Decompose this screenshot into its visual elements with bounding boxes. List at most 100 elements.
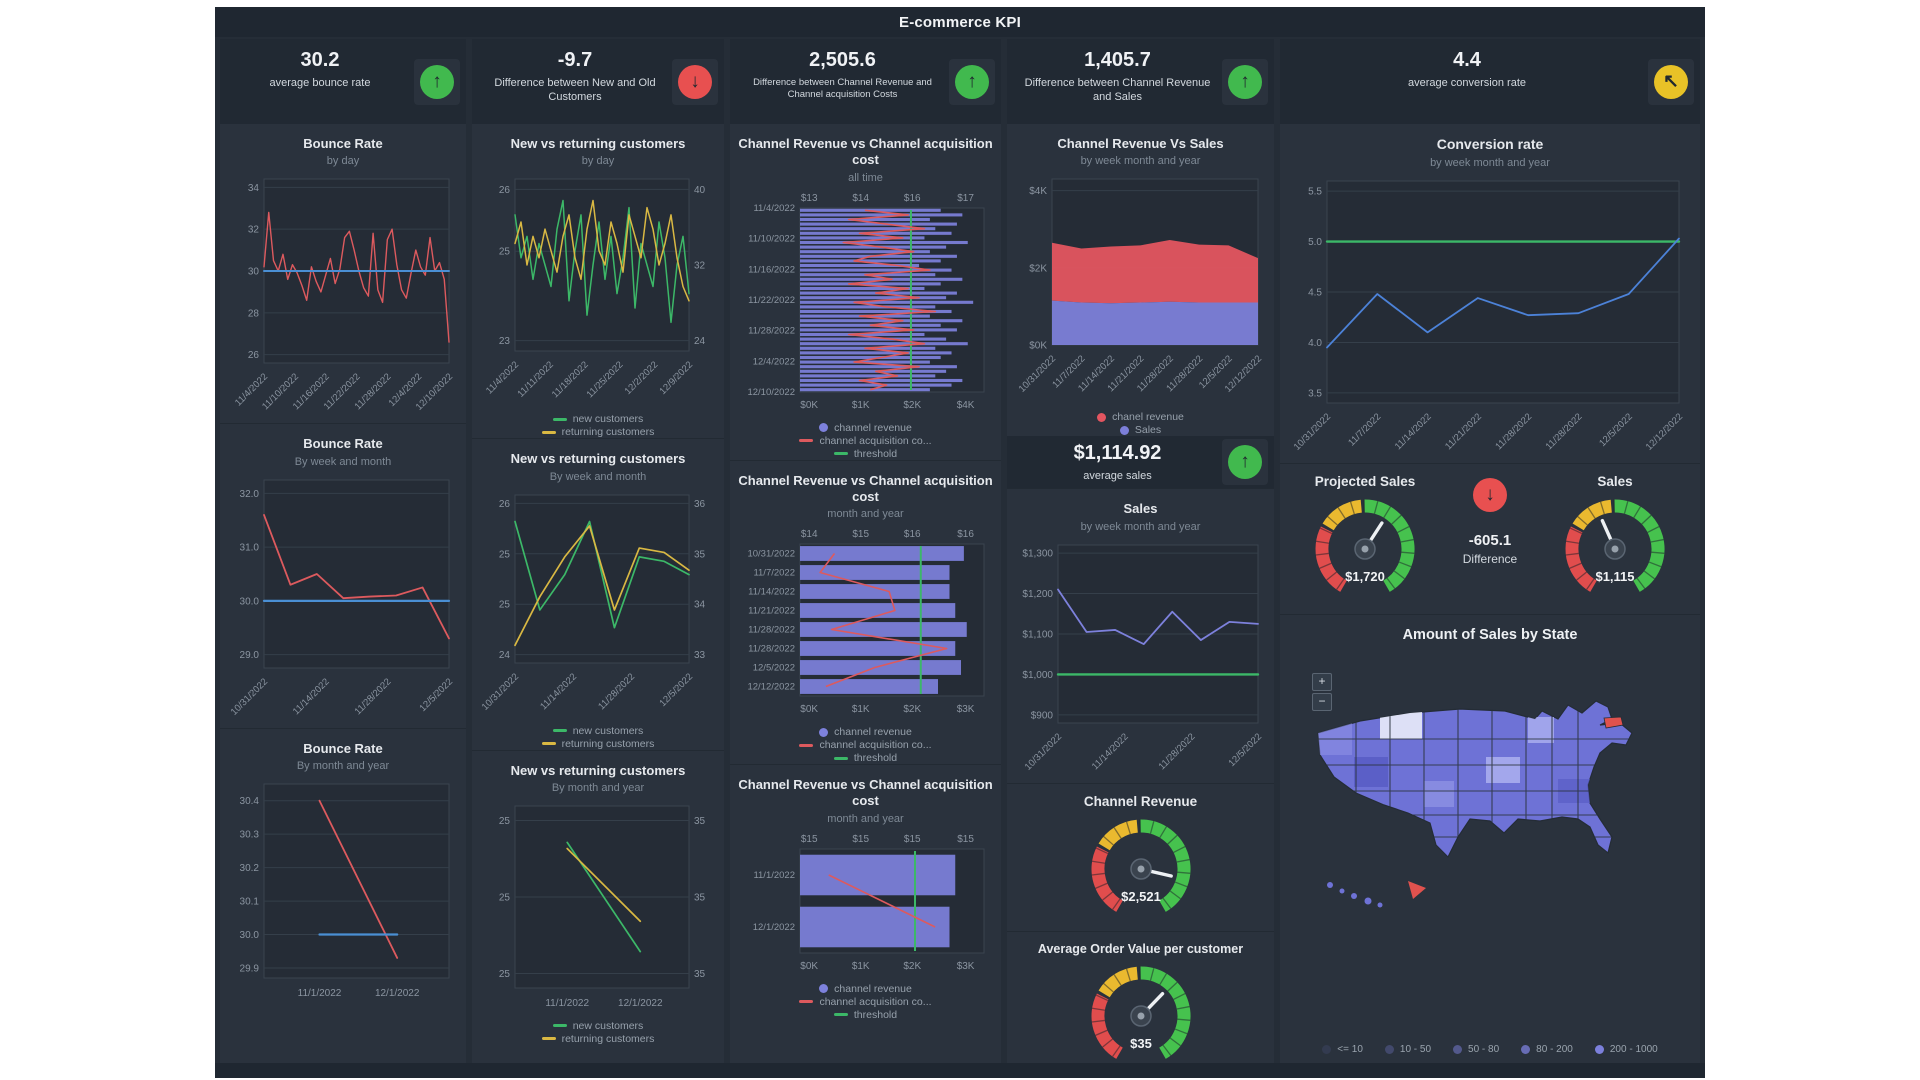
chart-title: New vs returning customers — [510, 136, 686, 151]
legend-swatch — [552, 729, 567, 732]
map-pointer — [1408, 880, 1426, 899]
channel-month-chart[interactable]: $14 $15 $16 $16 $0K $1K $2K $3K 10/31/2022 11/7/2… — [738, 524, 994, 724]
chart-legend: chanel revenue Sales — [1007, 411, 1274, 436]
kpi-bounce-rate: 30.2 average bounce rate ↑ — [220, 39, 466, 124]
column-bounce-rate: 30.2 average bounce rate ↑ Bounce Rate b… — [220, 39, 466, 1063]
kpi-icon-tile: ↑ — [1222, 439, 1268, 486]
map-legend-item[interactable]: 80 - 200 — [1521, 1044, 1573, 1055]
projected-sales-gauge[interactable]: $1,720 — [1290, 491, 1440, 611]
legend-item[interactable]: channel acquisition co... — [799, 739, 932, 751]
kpi-value: $1,114.92 — [1073, 442, 1162, 465]
legend-swatch — [1097, 412, 1107, 422]
zoom-out-button[interactable]: − — [1312, 692, 1332, 711]
bounce-week-chart[interactable]: 32.0 31.0 30.0 29.0 10/31/2022 11/14/2022 11/2… — [226, 472, 461, 728]
legend-item[interactable]: Sales — [1119, 424, 1161, 436]
legend-item[interactable]: chanel revenue — [1097, 411, 1184, 423]
arrow-down-icon: ↓ — [678, 64, 712, 99]
map-legend-item[interactable]: 10 - 50 — [1384, 1044, 1431, 1055]
channel-revenue-gauge[interactable]: $2,521 — [1066, 811, 1216, 931]
svg-text:$1,115: $1,115 — [1595, 569, 1634, 584]
svg-text:26: 26 — [499, 498, 511, 509]
chart-title: Bounce Rate — [303, 136, 383, 151]
svg-text:30: 30 — [247, 267, 259, 278]
legend-item[interactable]: threshold — [833, 752, 897, 764]
legend-item[interactable]: new customers — [552, 1020, 643, 1032]
legend-label: returning customers — [561, 1032, 655, 1045]
svg-text:11/1/2022: 11/1/2022 — [545, 998, 589, 1009]
kpi-new-vs-old: -9.7 Difference between New and Old Cust… — [472, 39, 724, 124]
chart-canvas: $13 $14 $16 $17 $0K $1K $2K $4K 11/4/2022 11/10/2… — [747, 193, 984, 411]
legend-item[interactable]: returning customers — [541, 426, 654, 438]
card-customers-week: New vs returning customers By week and m… — [472, 438, 724, 750]
highlighted-state-red — [1603, 716, 1624, 728]
card-channel-year: Channel Revenue vs Channel acquisition c… — [730, 764, 1001, 1021]
bounce-day-chart[interactable]: 34 32 30 28 26 11/4/2022 11/10/2022 11/16/2022 1… — [226, 171, 461, 423]
legend-label: channel acquisition co... — [819, 995, 932, 1008]
legend-item[interactable]: new customers — [552, 413, 643, 425]
legend-item[interactable]: threshold — [833, 448, 897, 460]
chart-subtitle: month and year — [827, 508, 904, 520]
customers-month-chart[interactable]: 25 25 25 35 35 35 11/1/2022 12/1/2022 — [477, 798, 719, 1018]
channel-alltime-chart[interactable]: $13 $14 $16 $17 $0K $1K $2K $4K 11/4/2022 11/10/2… — [738, 188, 994, 420]
svg-text:29.0: 29.0 — [239, 650, 259, 661]
svg-text:29.9: 29.9 — [239, 963, 259, 974]
kpi-icon-tile: ↖ — [1648, 58, 1694, 105]
card-conversion: Conversion rate by week month and year 5… — [1280, 124, 1700, 463]
revenue-vs-sales-chart[interactable]: $4K $2K $0K 10/31/2022 11/7/2022 11/14/2022 11… — [1012, 171, 1270, 409]
customers-day-chart[interactable]: 26 25 23 40 32 24 11/4/2022 11/11/2022 11/18/202… — [477, 171, 719, 411]
chart-title: Sales — [1123, 501, 1158, 517]
legend-item[interactable]: returning customers — [541, 738, 654, 750]
gauge-title: Projected Sales — [1314, 473, 1416, 489]
legend-item[interactable]: channel acquisition co... — [799, 995, 932, 1008]
legend-label: channel revenue — [834, 726, 912, 738]
chart-canvas: 32.0 31.0 30.0 29.0 10/31/2022 11/14/2022 11/2… — [228, 479, 455, 717]
legend-item[interactable]: channel revenue — [819, 726, 912, 738]
column-revenue-sales: 1,405.7 Difference between Channel Reven… — [1007, 39, 1274, 1063]
us-map[interactable] — [1290, 661, 1690, 929]
kpi-value: 1,405.7 — [1084, 49, 1151, 71]
svg-text:$17: $17 — [957, 193, 974, 204]
svg-text:$0K: $0K — [800, 704, 818, 715]
legend-item[interactable]: new customers — [552, 725, 643, 737]
svg-text:10/31/2022: 10/31/2022 — [480, 671, 521, 712]
sales-week-chart[interactable]: $1,300 $1,200 $1,100 $1,000 $900 10/31/2022 11… — [1012, 537, 1270, 783]
card-customers-day: New vs returning customers by day 26 25 23… — [472, 124, 724, 438]
svg-text:11/28/2022: 11/28/2022 — [352, 676, 393, 717]
sales-gauge[interactable]: $1,115 — [1540, 491, 1690, 611]
channel-year-chart[interactable]: $15 $15 $15 $15 $0K $1K $2K $3K 11/1/2022 12/1/20… — [738, 829, 994, 981]
chart-subtitle: by week month and year — [1080, 155, 1201, 168]
legend-item[interactable]: threshold — [833, 1009, 897, 1021]
bounce-month-chart[interactable]: 30.4 30.3 30.2 30.1 30.0 29.9 11/1/2022 12/1/20… — [226, 776, 461, 1008]
chart-subtitle: all time — [848, 171, 883, 184]
svg-text:11/14/2022: 11/14/2022 — [748, 587, 795, 598]
hawaii-islands — [1327, 881, 1383, 907]
kpi-conversion-rate: 4.4 average conversion rate ↖ — [1280, 39, 1700, 124]
svg-text:24: 24 — [499, 650, 511, 661]
svg-text:$4K: $4K — [956, 400, 974, 411]
legend-item[interactable]: channel acquisition co... — [799, 435, 932, 447]
map-legend-item[interactable]: 200 - 1000 — [1594, 1044, 1658, 1055]
conversion-chart[interactable]: 5.5 5.0 4.5 4.0 3.5 10/31/2022 11/7/2022 11/14/… — [1289, 173, 1691, 463]
chart-legend: channel revenue channel acquisition co...… — [730, 726, 1001, 764]
legend-item[interactable]: returning customers — [541, 1032, 655, 1045]
svg-text:$0K: $0K — [800, 961, 818, 972]
card-revenue-vs-sales: Channel Revenue Vs Sales by week month a… — [1007, 124, 1274, 436]
svg-text:25: 25 — [499, 892, 511, 903]
svg-text:11/28/2022: 11/28/2022 — [748, 325, 795, 336]
chart-legend: new customers returning customers — [472, 1020, 724, 1045]
legend-item[interactable]: channel revenue — [819, 983, 912, 995]
aov-gauge[interactable]: $35 — [1066, 958, 1216, 1078]
customers-week-chart[interactable]: 26 25 25 24 36 35 34 33 10/31/2022 11/14/2022 11/2… — [477, 487, 719, 723]
map-legend-item[interactable]: <= 10 — [1322, 1044, 1363, 1055]
chart-title: Channel Revenue vs Channel acquisition c… — [738, 777, 993, 809]
svg-text:11/1/2022: 11/1/2022 — [297, 988, 341, 999]
projected-sales-block: Projected Sales $1,720 — [1286, 464, 1444, 614]
map-legend-item[interactable]: 50 - 80 — [1453, 1044, 1499, 1055]
svg-text:$13: $13 — [800, 193, 817, 204]
chart-legend: channel revenue channel acquisition co...… — [730, 422, 1001, 460]
legend-item[interactable]: channel revenue — [819, 422, 912, 434]
column-channel: 2,505.6 Difference between Channel Reven… — [730, 39, 1001, 1063]
zoom-in-button[interactable]: + — [1312, 672, 1332, 691]
chart-subtitle: By month and year — [296, 759, 390, 772]
